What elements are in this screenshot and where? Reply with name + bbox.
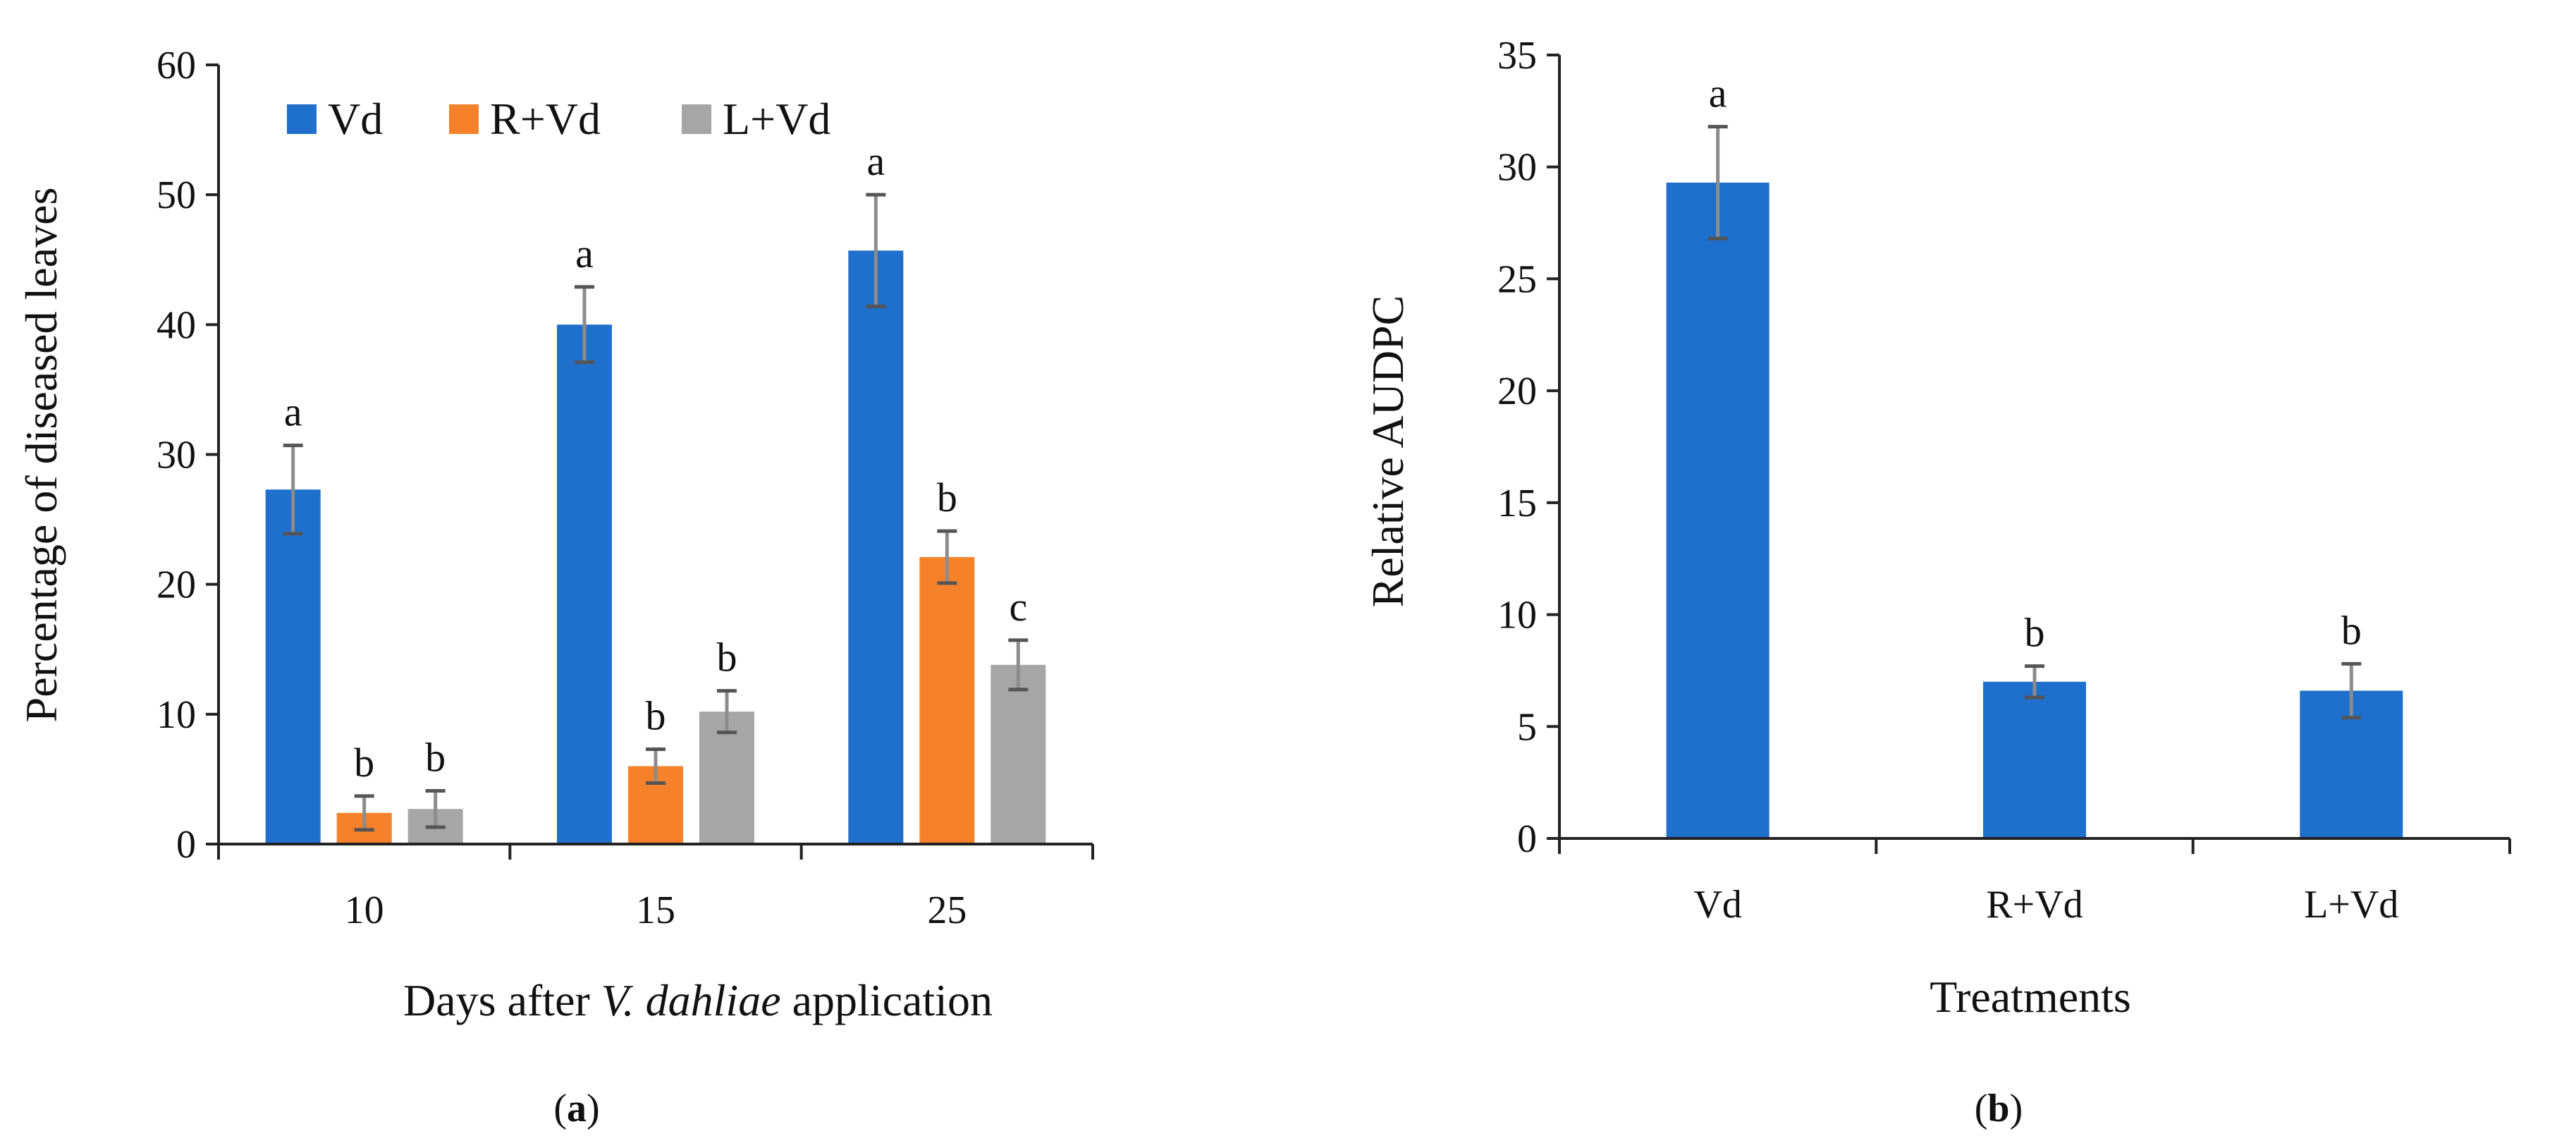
chart-b-significance-letter: b bbox=[2341, 607, 2362, 653]
chart-a-bars bbox=[265, 250, 1046, 844]
chart-a-legend-swatch bbox=[449, 104, 479, 134]
chart-a-legend: Vd R+Vd L+Vd bbox=[287, 94, 830, 144]
chart-a-y-tick-label: 10 bbox=[157, 693, 196, 737]
chart-b-panel-open: ( bbox=[1975, 1087, 1988, 1130]
chart-a-significance-letter: a bbox=[284, 389, 302, 435]
chart-a-x-axis-label-prefix: Days after bbox=[403, 975, 601, 1025]
chart-b-significance-letter: a bbox=[1709, 71, 1727, 116]
chart-b-error-bars bbox=[1707, 125, 2362, 720]
chart-a-error-bar bbox=[425, 788, 446, 829]
chart-a-error-bar bbox=[354, 794, 374, 832]
chart-a-x-tick-label: 25 bbox=[927, 889, 967, 932]
chart-b-significance-letter: b bbox=[2025, 610, 2045, 656]
chart-a-significance-letter: a bbox=[866, 138, 885, 184]
chart-b-bar-relative-audpc-r-vd bbox=[1983, 681, 2086, 838]
chart-b-significance-letters: a b b bbox=[1709, 71, 2362, 656]
chart-b-error-bar bbox=[2025, 664, 2044, 700]
chart-b-y-tick-label: 30 bbox=[1497, 146, 1537, 190]
chart-a-x-axis-label-suffix: application bbox=[781, 975, 993, 1025]
chart-a-y-axis-label: Percentage of diseased leaves bbox=[16, 188, 66, 723]
chart-b-error-bar bbox=[1707, 125, 1728, 240]
chart-a-y-tick-label: 40 bbox=[157, 303, 196, 347]
chart-a-panel-open: ( bbox=[553, 1087, 567, 1130]
chart-a-significance-letter: b bbox=[937, 475, 957, 520]
chart-a-error-bar bbox=[937, 529, 957, 585]
chart-b-y-tick-label: 5 bbox=[1517, 705, 1537, 749]
chart-a-bar-vd-10 bbox=[265, 489, 321, 844]
chart-a-y-tick-label: 0 bbox=[176, 823, 196, 867]
chart-b-y-tick-label: 0 bbox=[1517, 817, 1537, 861]
chart-a-x-axis-label-italic: V. dahliae bbox=[601, 975, 781, 1025]
chart-a-x-ticks: 10 15 25 bbox=[217, 844, 1094, 932]
chart-a-y-tick-label: 20 bbox=[157, 563, 196, 607]
chart-a-legend-label: L+Vd bbox=[723, 94, 830, 144]
chart-a-error-bar bbox=[575, 285, 594, 365]
chart-b-panel-close: ) bbox=[2010, 1087, 2023, 1130]
chart-a-error-bar bbox=[283, 444, 303, 536]
chart-b-x-axis-label: Treatments bbox=[1930, 972, 2131, 1022]
chart-a-x-tick-label: 10 bbox=[345, 889, 384, 932]
chart-a-y-tick-label: 60 bbox=[157, 44, 196, 87]
chart-a-y-tick-label: 30 bbox=[157, 434, 196, 477]
chart-a-error-bar bbox=[1008, 638, 1029, 692]
chart-b-y-tick-label: 25 bbox=[1497, 257, 1537, 301]
chart-a-significance-letter: b bbox=[354, 740, 374, 786]
chart-b-bars bbox=[1666, 182, 2403, 838]
chart-b-panel-letter: b bbox=[1987, 1087, 2009, 1130]
chart-b-y-tick-label: 20 bbox=[1497, 370, 1537, 413]
chart-b-y-tick-label: 15 bbox=[1497, 482, 1537, 525]
chart-a-bar-l-vd-25 bbox=[990, 664, 1046, 844]
chart-a-x-axis-label: Days after V. dahliae application bbox=[403, 975, 993, 1025]
chart-a-error-bar bbox=[866, 193, 886, 309]
chart-b-x-tick-label: Vd bbox=[1693, 883, 1741, 927]
chart-a-legend-swatch bbox=[682, 104, 711, 134]
chart-b: a b b 0 5 10 15 20 25 30 35 Vd R+Vd L+Vd Relative A… bbox=[1363, 34, 2511, 1130]
chart-a-significance-letters: a b b a b b a b c bbox=[284, 138, 1027, 786]
chart-b-y-ticks: 0 5 10 15 20 25 30 35 bbox=[1497, 34, 1559, 861]
chart-b-x-tick-label: L+Vd bbox=[2304, 883, 2398, 927]
chart-a-error-bar bbox=[717, 689, 737, 735]
chart-a-legend-label: R+Vd bbox=[490, 94, 601, 144]
chart-b-error-bar bbox=[2341, 661, 2362, 720]
chart-b-bar-relative-audpc-vd bbox=[1666, 182, 1770, 838]
chart-b-x-ticks: Vd R+Vd L+Vd bbox=[1558, 838, 2511, 927]
chart-a-panel-label: (a) bbox=[553, 1087, 599, 1130]
chart-a-panel-close: ) bbox=[587, 1087, 600, 1130]
chart-a-legend-swatch bbox=[287, 104, 317, 134]
chart-b-y-tick-label: 10 bbox=[1497, 594, 1537, 637]
chart-a-legend-label: Vd bbox=[328, 94, 383, 144]
chart-a-bar-vd-15 bbox=[557, 324, 612, 844]
chart-b-y-axis-label: Relative AUDPC bbox=[1363, 295, 1413, 608]
chart-a: a b b a b b a b c 0 10 20 30 40 50 60 10 15 25 Vd R+Vd L+V… bbox=[16, 44, 1094, 1130]
chart-a-error-bars bbox=[283, 193, 1029, 832]
chart-a-error-bar bbox=[646, 747, 666, 785]
chart-a-significance-letter: b bbox=[717, 635, 737, 680]
chart-a-x-tick-label: 15 bbox=[636, 889, 675, 932]
chart-a-significance-letter: b bbox=[646, 693, 666, 739]
chart-a-significance-letter: b bbox=[425, 734, 446, 780]
chart-a-panel-letter: a bbox=[567, 1087, 587, 1130]
chart-b-panel-label: (b) bbox=[1975, 1087, 2023, 1130]
chart-b-axes bbox=[1558, 55, 2510, 840]
chart-a-y-ticks: 0 10 20 30 40 50 60 bbox=[157, 44, 219, 867]
chart-b-y-tick-label: 35 bbox=[1497, 34, 1537, 78]
chart-b-x-tick-label: R+Vd bbox=[1986, 883, 2083, 927]
chart-a-bar-vd-25 bbox=[848, 250, 904, 844]
chart-a-significance-letter: c bbox=[1009, 584, 1027, 630]
chart-a-significance-letter: a bbox=[575, 231, 594, 276]
chart-a-y-tick-label: 50 bbox=[157, 173, 196, 217]
chart-a-bar-r-vd-25 bbox=[919, 556, 975, 844]
